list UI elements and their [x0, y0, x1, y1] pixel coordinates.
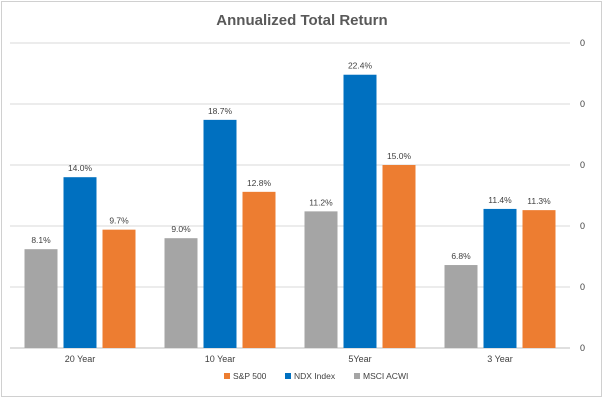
data-label: 8.1%	[31, 235, 51, 245]
category-labels: 20 Year 10 Year 5Year 3 Year	[65, 354, 513, 364]
category-label: 10 Year	[205, 354, 236, 364]
bar-s-p-500-0	[102, 229, 136, 348]
bar-s-p-500-1	[242, 191, 276, 348]
bar-ndx-index-0	[63, 177, 97, 348]
bars-group: 8.1% 14.0% 9.7% 9.0% 18.7% 12.8% 11.2% 22.4% 15.…	[24, 61, 556, 348]
bar-ndx-index-1	[203, 119, 237, 348]
y-tick-label: 0	[580, 221, 585, 231]
legend-swatch	[354, 373, 360, 379]
y-axis-ticks: 0 0 0 0 0 0	[580, 38, 585, 353]
category-label: 5Year	[348, 354, 371, 364]
bar-ndx-index-2	[343, 74, 377, 348]
legend: S&P 500 NDX Index MSCI ACWI	[224, 371, 408, 381]
bar-s-p-500-2	[382, 165, 416, 348]
data-label: 11.2%	[309, 197, 333, 207]
bar-msci-acwi-0	[24, 249, 58, 348]
data-label: 18.7%	[208, 106, 233, 116]
legend-swatch	[285, 373, 291, 379]
y-tick-label: 0	[580, 160, 585, 170]
data-label: 11.4%	[488, 195, 512, 205]
y-tick-label: 0	[580, 38, 585, 48]
y-tick-label: 0	[580, 99, 585, 109]
legend-label: S&P 500	[233, 371, 267, 381]
data-label: 9.0%	[171, 224, 191, 234]
chart-title: Annualized Total Return	[216, 12, 387, 29]
y-tick-label: 0	[580, 343, 585, 353]
bar-s-p-500-3	[522, 210, 556, 348]
data-label: 6.8%	[451, 251, 471, 261]
category-label: 20 Year	[65, 354, 96, 364]
legend-swatch	[224, 373, 230, 379]
legend-label: NDX Index	[294, 371, 336, 381]
data-label: 15.0%	[387, 151, 412, 161]
y-tick-label: 0	[580, 282, 585, 292]
data-label: 12.8%	[247, 178, 272, 188]
bar-msci-acwi-3	[444, 265, 478, 348]
data-label: 22.4%	[348, 61, 373, 71]
bar-msci-acwi-2	[304, 211, 338, 348]
legend-label: MSCI ACWI	[363, 371, 408, 381]
data-label: 9.7%	[109, 216, 129, 226]
data-label: 14.0%	[68, 163, 93, 173]
category-label: 3 Year	[487, 354, 513, 364]
bar-ndx-index-3	[483, 208, 517, 348]
bar-msci-acwi-1	[164, 238, 198, 348]
data-label: 11.3%	[527, 196, 551, 206]
